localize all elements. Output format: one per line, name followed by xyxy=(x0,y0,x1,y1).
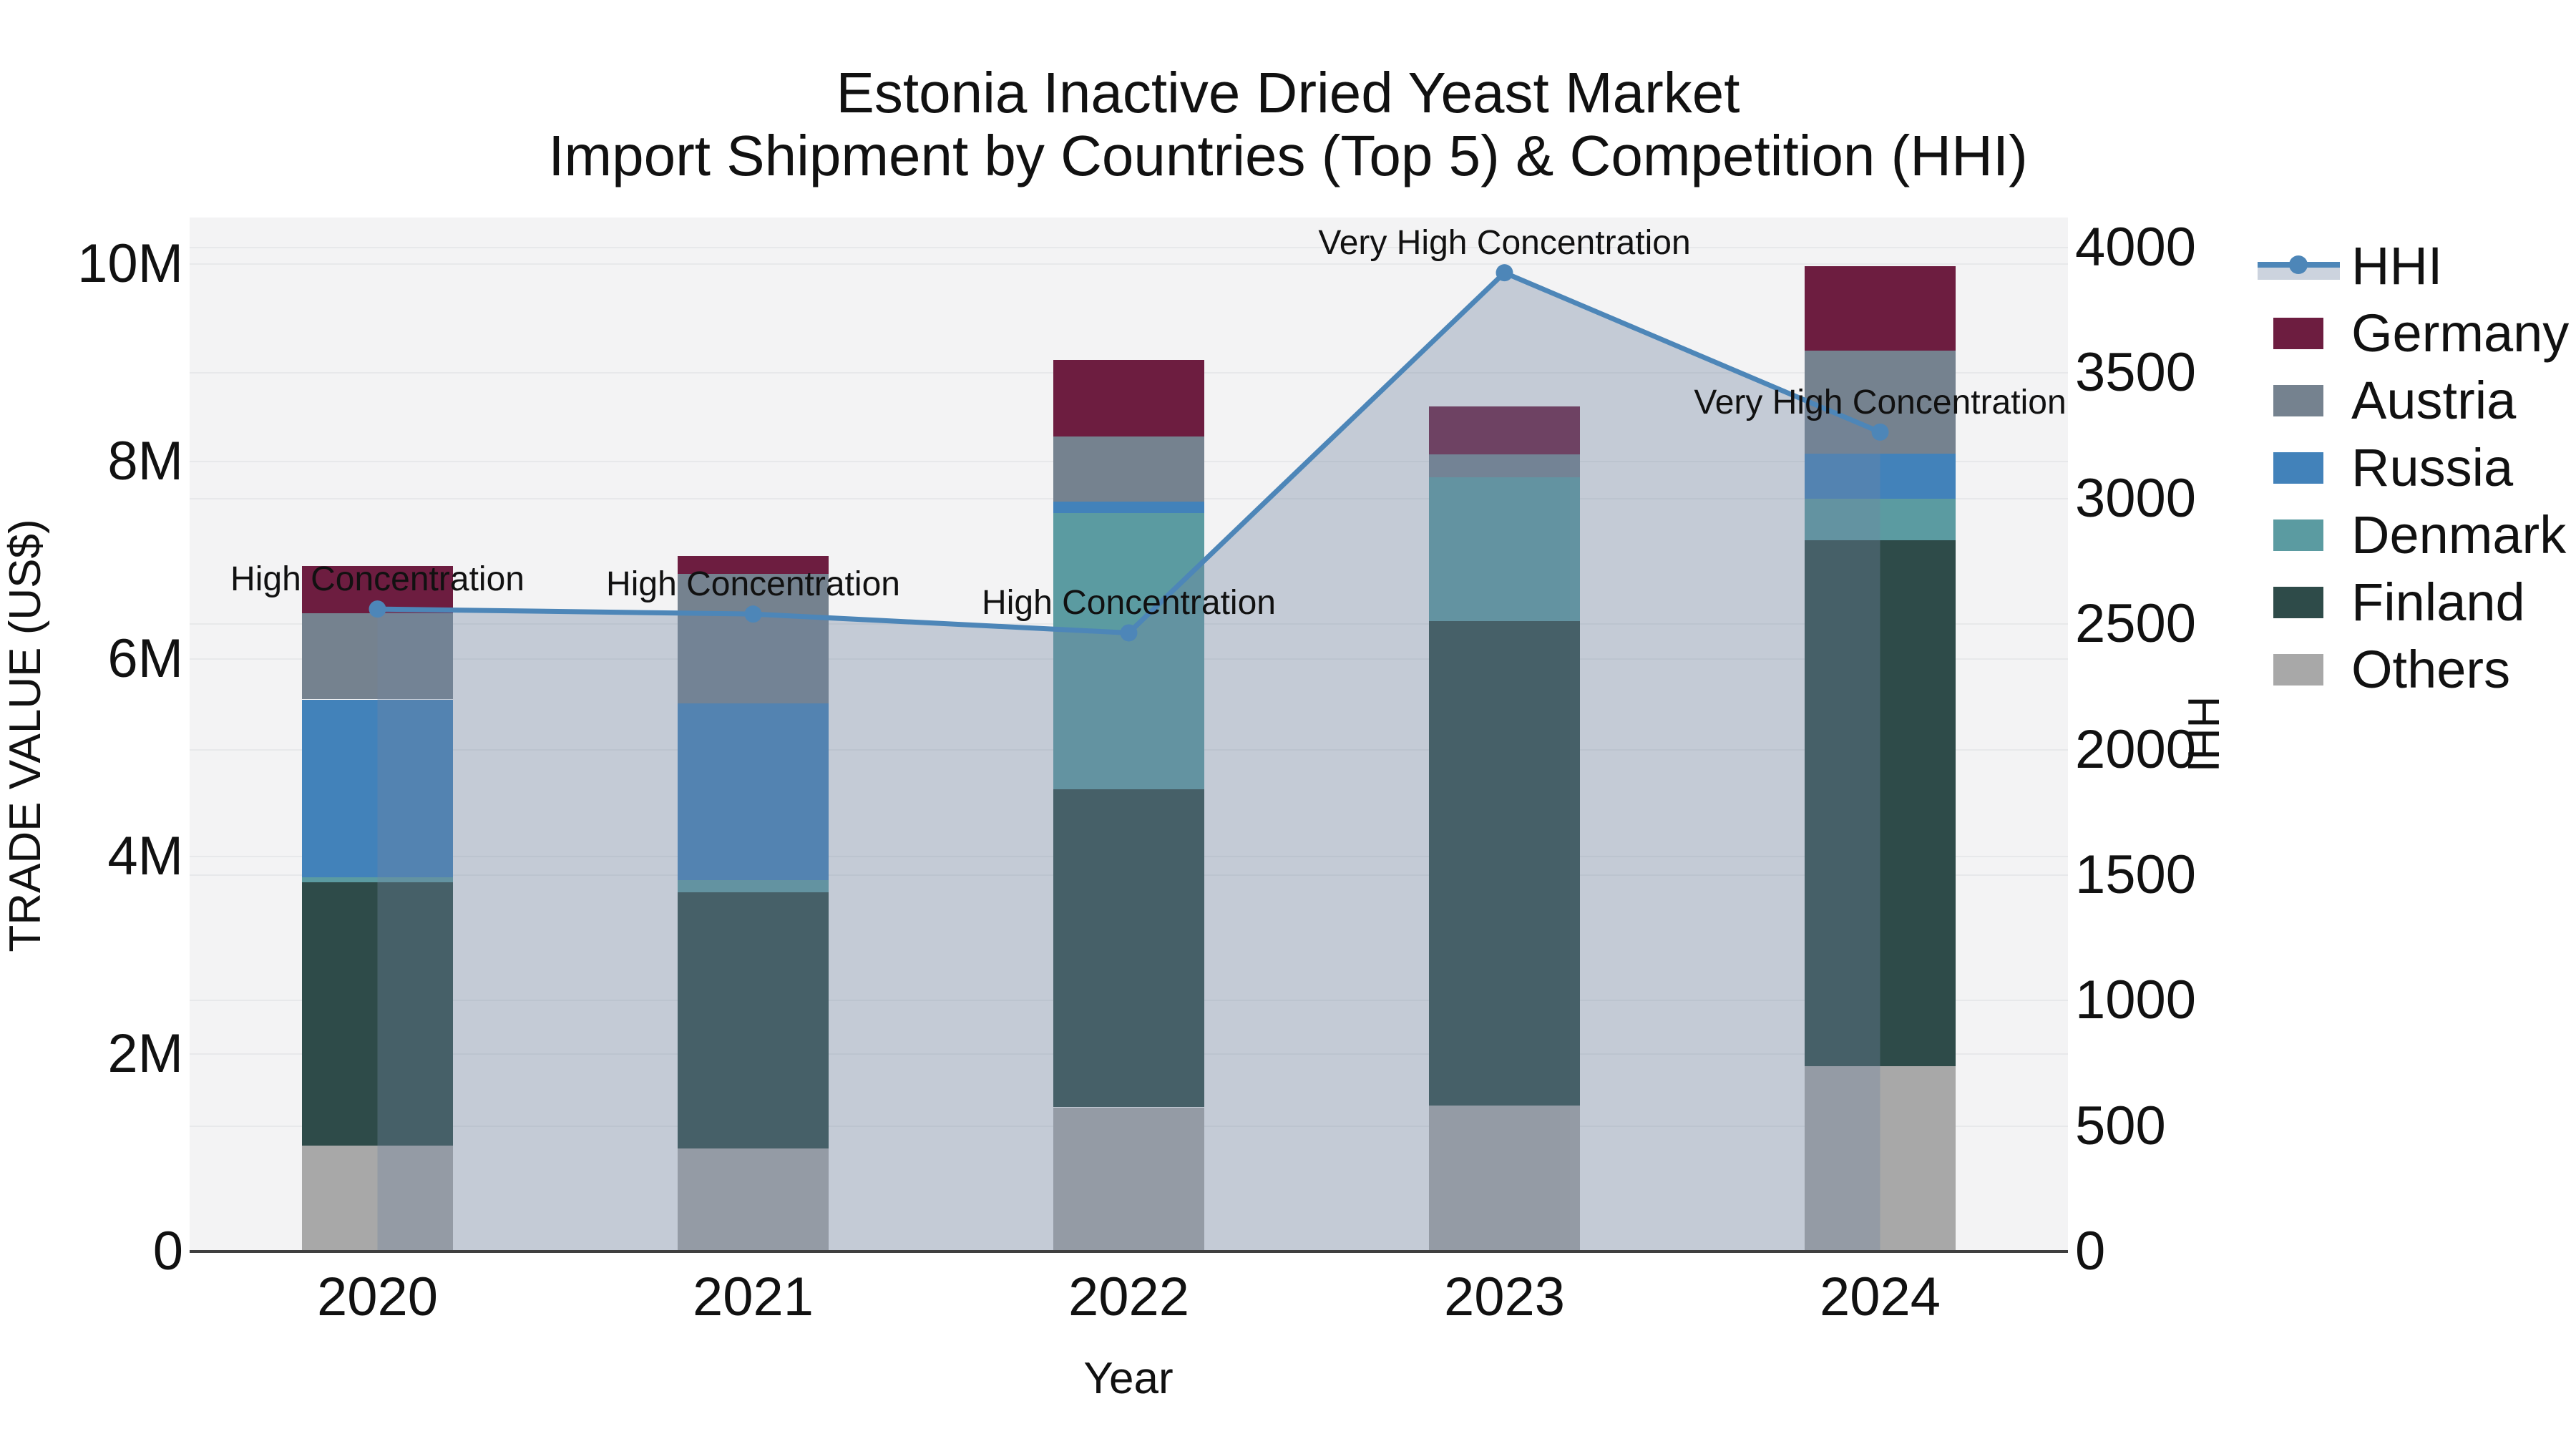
bar-segment-others-2023 xyxy=(1429,1105,1580,1252)
y-left-tick-label: 4M xyxy=(107,825,183,887)
legend-item-finland[interactable]: Finland xyxy=(2258,569,2569,636)
bar-segment-finland-2023 xyxy=(1429,621,1580,1106)
bar-segment-russia-2021 xyxy=(678,703,829,881)
gridline-trade-value xyxy=(190,263,2068,265)
bar-segment-denmark-2023 xyxy=(1429,477,1580,622)
y-right-tick-label: 1500 xyxy=(2075,844,2197,905)
y-left-tick-label: 2M xyxy=(107,1023,183,1084)
y-left-tick-label: 6M xyxy=(107,628,183,689)
y-right-tick-label: 1000 xyxy=(2075,970,2197,1031)
x-tick-label-2021: 2021 xyxy=(692,1267,814,1327)
bar-segment-others-2024 xyxy=(1805,1065,1956,1252)
bar-segment-denmark-2022 xyxy=(1053,512,1204,790)
legend-label: HHI xyxy=(2351,236,2443,296)
x-tick-label-2022: 2022 xyxy=(1068,1267,1190,1327)
y-right-tick-label: 3500 xyxy=(2075,342,2197,404)
bar-segment-germany-2024 xyxy=(1805,265,1956,351)
legend-item-denmark[interactable]: Denmark xyxy=(2258,502,2569,569)
bar-segment-others-2022 xyxy=(1053,1107,1204,1252)
bar-segment-austria-2022 xyxy=(1053,436,1204,502)
legend-label: Others xyxy=(2351,640,2511,699)
legend-label: Finland xyxy=(2351,572,2525,632)
bar-segment-others-2020 xyxy=(302,1146,453,1252)
bar-segment-finland-2020 xyxy=(302,882,453,1146)
legend-label: Austria xyxy=(2351,371,2517,430)
legend-swatch-icon xyxy=(2258,519,2340,551)
chart-title-line1: Estonia Inactive Dried Yeast Market xyxy=(836,61,1740,125)
legend-item-austria[interactable]: Austria xyxy=(2258,367,2569,434)
legend-line-sample-icon xyxy=(2258,250,2340,282)
y-right-tick-label: 500 xyxy=(2075,1095,2166,1156)
gridline-hhi xyxy=(190,247,2068,249)
bar-segment-finland-2022 xyxy=(1053,789,1204,1108)
bar-segment-germany-2023 xyxy=(1429,406,1580,455)
annotation-2020: High Concentration xyxy=(230,560,525,599)
legend-swatch-icon xyxy=(2258,452,2340,484)
bar-segment-denmark-2020 xyxy=(302,877,453,882)
x-axis-line xyxy=(190,1250,2068,1253)
y-axis-title-left: TRADE VALUE (US$) xyxy=(1,519,50,952)
legend-swatch-icon xyxy=(2258,587,2340,618)
bar-segment-others-2021 xyxy=(678,1148,829,1252)
x-axis-title: Year xyxy=(1083,1354,1174,1403)
bar-segment-denmark-2021 xyxy=(678,880,829,892)
y-right-tick-label: 2500 xyxy=(2075,593,2197,655)
y-left-tick-label: 10M xyxy=(77,233,183,294)
legend-swatch-icon xyxy=(2258,318,2340,349)
chart-title-line2: Import Shipment by Countries (Top 5) & C… xyxy=(548,124,2028,187)
legend-label: Germany xyxy=(2351,303,2570,363)
x-tick-label-2024: 2024 xyxy=(1819,1267,1941,1327)
x-tick-label-2020: 2020 xyxy=(316,1267,439,1327)
legend-item-russia[interactable]: Russia xyxy=(2258,434,2569,502)
bar-segment-denmark-2024 xyxy=(1805,499,1956,541)
bar-segment-austria-2020 xyxy=(302,613,453,700)
y-right-tick-label: 4000 xyxy=(2075,217,2197,278)
bar-segment-russia-2024 xyxy=(1805,453,1956,499)
legend-swatch-icon xyxy=(2258,385,2340,416)
legend-swatch-icon xyxy=(2258,654,2340,686)
legend-label: Russia xyxy=(2351,438,2514,497)
y-right-tick-label: 0 xyxy=(2075,1221,2106,1282)
x-tick-label-2023: 2023 xyxy=(1443,1267,1566,1327)
annotation-2024: Very High Concentration xyxy=(1694,383,2067,421)
legend-item-hhi[interactable]: HHI xyxy=(2258,233,2569,300)
legend-label: Denmark xyxy=(2351,505,2567,565)
bar-segment-austria-2023 xyxy=(1429,454,1580,477)
y-left-tick-label: 8M xyxy=(107,430,183,492)
bar-segment-russia-2022 xyxy=(1053,502,1204,513)
bar-segment-finland-2021 xyxy=(678,892,829,1149)
legend-item-germany[interactable]: Germany xyxy=(2258,300,2569,367)
y-left-tick-label: 0 xyxy=(152,1221,183,1282)
annotation-2021: High Concentration xyxy=(606,565,900,604)
bar-segment-russia-2020 xyxy=(302,699,453,877)
bar-segment-germany-2022 xyxy=(1053,359,1204,437)
annotation-2023: Very High Concentration xyxy=(1318,224,1691,263)
y-right-tick-label: 2000 xyxy=(2075,718,2197,780)
annotation-2022: High Concentration xyxy=(982,584,1276,623)
legend: HHI Germany Austria Russia Denmark Finland Oth… xyxy=(2258,233,2569,703)
legend-item-others[interactable]: Others xyxy=(2258,636,2569,703)
bar-segment-finland-2024 xyxy=(1805,540,1956,1066)
y-right-tick-label: 3000 xyxy=(2075,467,2197,529)
